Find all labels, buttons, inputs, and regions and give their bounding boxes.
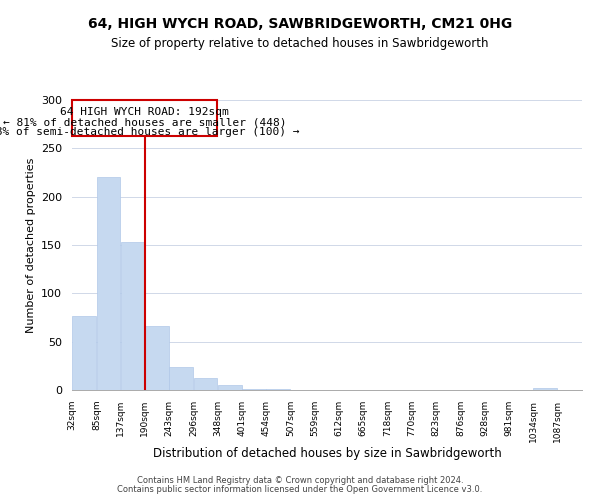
Text: ← 81% of detached houses are smaller (448): ← 81% of detached houses are smaller (44… <box>3 118 286 128</box>
Y-axis label: Number of detached properties: Number of detached properties <box>26 158 35 332</box>
Text: 18% of semi-detached houses are larger (100) →: 18% of semi-detached houses are larger (… <box>0 127 300 137</box>
Bar <box>169 367 193 390</box>
FancyBboxPatch shape <box>72 100 217 136</box>
Bar <box>218 385 242 390</box>
Text: 64, HIGH WYCH ROAD, SAWBRIDGEWORTH, CM21 0HG: 64, HIGH WYCH ROAD, SAWBRIDGEWORTH, CM21… <box>88 18 512 32</box>
Bar <box>97 178 120 390</box>
Bar <box>266 389 290 390</box>
Text: Contains public sector information licensed under the Open Government Licence v3: Contains public sector information licen… <box>118 485 482 494</box>
Text: Size of property relative to detached houses in Sawbridgeworth: Size of property relative to detached ho… <box>111 38 489 51</box>
Text: Contains HM Land Registry data © Crown copyright and database right 2024.: Contains HM Land Registry data © Crown c… <box>137 476 463 485</box>
Bar <box>145 326 169 390</box>
Bar <box>242 389 266 390</box>
Bar <box>121 242 145 390</box>
Bar <box>72 316 96 390</box>
Bar <box>533 388 557 390</box>
Bar <box>194 378 217 390</box>
Text: 64 HIGH WYCH ROAD: 192sqm: 64 HIGH WYCH ROAD: 192sqm <box>61 107 229 117</box>
X-axis label: Distribution of detached houses by size in Sawbridgeworth: Distribution of detached houses by size … <box>152 448 502 460</box>
